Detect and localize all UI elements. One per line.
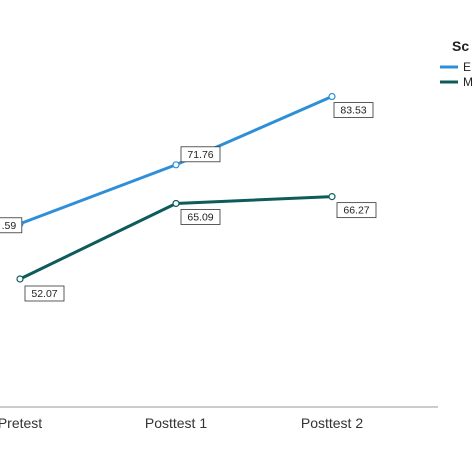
- data-point: [16, 275, 24, 283]
- x-tick-label: Posttest 2: [301, 415, 363, 431]
- data-point: [328, 92, 336, 101]
- data-label-box: [180, 146, 221, 163]
- data-label: 65.09: [180, 209, 221, 225]
- data-label-box: [24, 285, 65, 302]
- x-tick-label: Pretest: [0, 415, 42, 431]
- data-label-text: 52.07: [31, 288, 57, 300]
- legend-label: E: [463, 60, 471, 74]
- series-line: [19, 195, 333, 281]
- data-label-box: [180, 209, 221, 225]
- data-label: 66.27: [336, 202, 377, 219]
- plot-area: .59 71.76 83.53 52.07 65.09 66.27: [0, 92, 377, 302]
- data-label: 83.53: [333, 102, 374, 118]
- data-label-box: [0, 217, 23, 234]
- data-label-box: [336, 202, 377, 219]
- legend-label: M: [463, 75, 473, 89]
- data-label-text: 83.53: [340, 105, 366, 117]
- data-label: 52.07: [24, 285, 65, 302]
- x-tick-labels: Pretest Posttest 1 Posttest 2: [0, 415, 363, 431]
- data-label-text: 71.76: [187, 149, 213, 161]
- data-label-box: [333, 102, 374, 118]
- data-point: [328, 193, 336, 201]
- data-point: [172, 161, 180, 169]
- data-label-text: .59: [2, 220, 17, 232]
- data-label-text: 65.09: [187, 211, 213, 223]
- data-label-text: 66.27: [343, 205, 369, 217]
- x-tick-label: Posttest 1: [145, 415, 207, 431]
- legend-title: Sc: [452, 38, 469, 54]
- data-label: .59: [0, 217, 23, 234]
- data-label: 71.76: [180, 146, 221, 163]
- legend: Sc EM: [440, 38, 473, 89]
- data-point: [172, 199, 180, 208]
